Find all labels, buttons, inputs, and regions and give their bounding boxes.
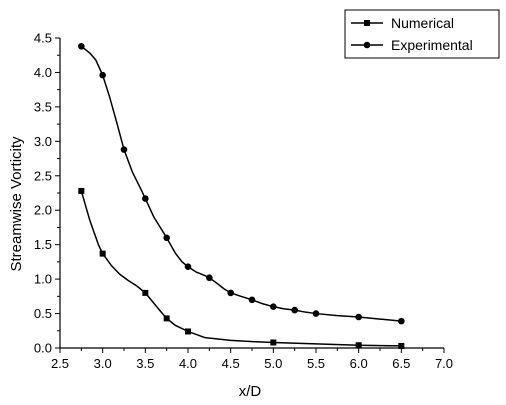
y-tick-label: 4.5 [34,31,52,46]
data-point-numerical [270,339,277,346]
data-point-numerical [142,289,149,296]
y-tick-label: 0.0 [34,341,52,356]
data-point-numerical [163,315,170,322]
x-tick-label: 5.5 [307,356,325,371]
legend-marker-experimental [363,41,371,49]
data-point-experimental [248,296,256,304]
x-tick-label: 4.5 [222,356,240,371]
y-tick-label: 2.5 [34,168,52,183]
data-point-experimental [163,234,170,242]
x-tick-label: 5.0 [264,356,282,371]
x-tick-label: 6.5 [392,356,410,371]
data-point-experimental [99,71,106,79]
legend-box [344,9,500,59]
x-tick-label: 7.0 [435,356,453,371]
y-axis-title: Streamwise Vorticity [8,136,25,272]
y-tick-label: 3.0 [34,134,52,149]
x-tick-label: 6.0 [350,356,368,371]
legend-label-experimental: Experimental [391,37,473,53]
x-axis-title: x/D [239,383,262,400]
data-point-experimental [227,289,234,297]
data-point-experimental [398,317,405,325]
y-tick-label: 2.0 [34,203,52,218]
legend: Numerical Experimental [344,9,500,59]
y-tick-label: 0.5 [34,306,52,321]
y-tick-label: 1.0 [34,272,52,287]
x-tick-label: 4.0 [179,356,197,371]
data-point-numerical [355,342,362,349]
series-line-numerical [80,190,402,347]
legend-label-numerical: Numerical [391,15,454,31]
y-tick-label: 1.5 [34,237,52,252]
data-point-experimental [78,42,85,50]
data-point-experimental [270,303,277,310]
series-line-experimental [80,45,402,322]
legend-marker-numerical [364,20,370,26]
data-point-experimental [206,274,213,282]
x-tick-label: 3.0 [94,356,112,371]
data-point-experimental [355,313,362,321]
data-point-experimental [120,146,128,153]
x-tick-label: 2.5 [51,356,69,371]
y-tick-label: 3.5 [34,99,52,114]
data-point-experimental [142,195,149,202]
data-point-numerical [99,250,106,257]
x-tick-label: 3.5 [136,356,154,371]
data-point-experimental [312,310,320,317]
plot-area: 2.5 3.0 3.5 4.0 4.5 5.0 5.5 6.0 6.5 7.0 0.0 0.5 1.0 1… [34,31,453,372]
data-point-experimental [184,263,192,271]
data-point-numerical [398,342,405,349]
y-tick-label: 4.0 [34,65,52,80]
data-point-numerical [78,187,85,194]
data-point-experimental [291,306,298,314]
data-point-numerical [185,328,191,335]
